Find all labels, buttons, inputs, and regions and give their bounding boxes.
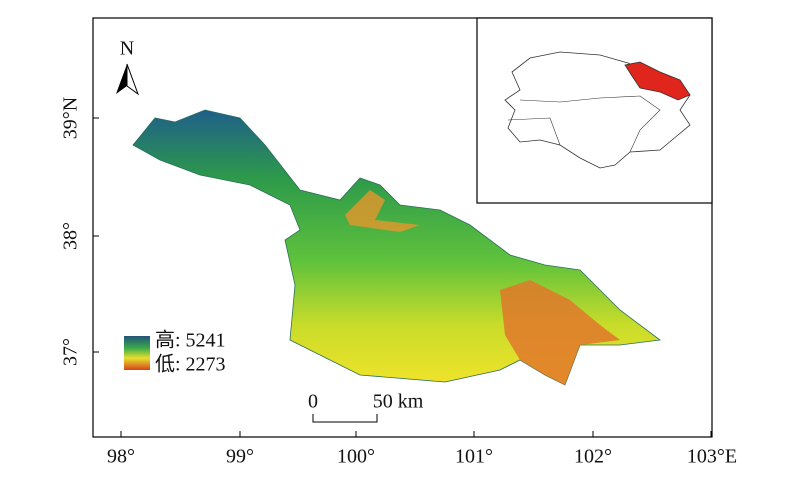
low-elevation-area [500, 280, 620, 385]
prefecture-borders [519, 95, 661, 153]
highlighted-region [624, 61, 691, 101]
inset-frame [476, 17, 713, 204]
y-tick-label: 38° [60, 222, 82, 250]
x-tick-label: 100° [337, 446, 375, 468]
north-arrow [126, 63, 140, 96]
x-tick-label: 101° [455, 446, 493, 468]
x-tick-label: 98° [107, 446, 135, 468]
axis-ticks [93, 117, 712, 437]
x-tick-label: 102° [574, 446, 612, 468]
north-label: N [120, 38, 134, 60]
north-arrow [116, 64, 127, 94]
y-tick-label: 39°N [60, 97, 82, 139]
scale-bar [312, 414, 378, 423]
scale-end: 50 km [373, 391, 424, 413]
prefecture-borders [507, 117, 561, 146]
y-tick-label: 37° [60, 338, 82, 366]
legend-colorbar [124, 336, 150, 370]
map-frame [92, 17, 713, 438]
province-outline [504, 51, 691, 169]
scale-start: 0 [308, 391, 318, 413]
legend-low: 低: 2273 [155, 353, 226, 376]
x-tick-label: 103°E [687, 446, 737, 468]
valley-area [345, 190, 420, 232]
x-tick-label: 99° [226, 446, 254, 468]
legend-high: 高: 5241 [155, 329, 226, 352]
